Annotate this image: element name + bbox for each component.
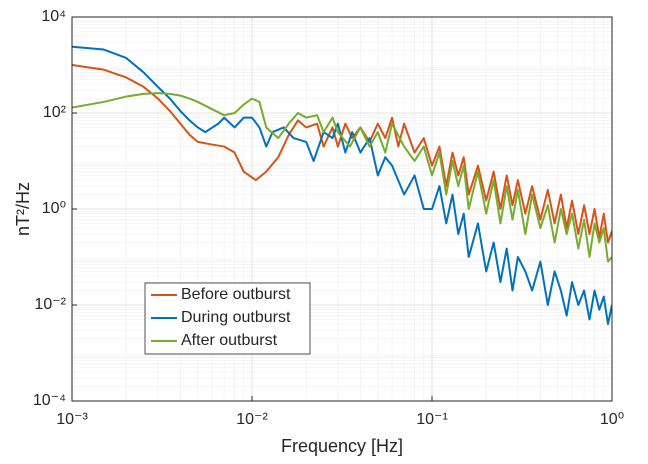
- legend-label: After outburst: [181, 332, 278, 349]
- x-tick-label: 10⁻²: [236, 411, 268, 428]
- x-tick-label: 10⁻¹: [416, 411, 448, 428]
- legend-label: During outburst: [181, 309, 291, 326]
- legend-label: Before outburst: [181, 286, 291, 303]
- axes-box: [71, 16, 613, 402]
- y-tick-label: 10⁴: [41, 8, 66, 25]
- data-line: [72, 45, 612, 326]
- x-tick-label: 10⁻³: [56, 411, 88, 428]
- data-line: [72, 64, 612, 244]
- data-line: [72, 92, 612, 263]
- x-axis-label: Frequency [Hz]: [281, 436, 403, 456]
- x-tick-label: 10⁰: [600, 411, 624, 428]
- y-tick-label: 10⁻⁴: [33, 392, 66, 409]
- y-axis-label: nT²/Hz: [13, 182, 33, 236]
- y-tick-label: 10²: [43, 104, 67, 121]
- legend: Before outburst During outburst After outb…: [144, 282, 311, 355]
- y-tick-label: 10⁻²: [34, 296, 66, 313]
- y-tick-label: 10⁰: [42, 200, 66, 217]
